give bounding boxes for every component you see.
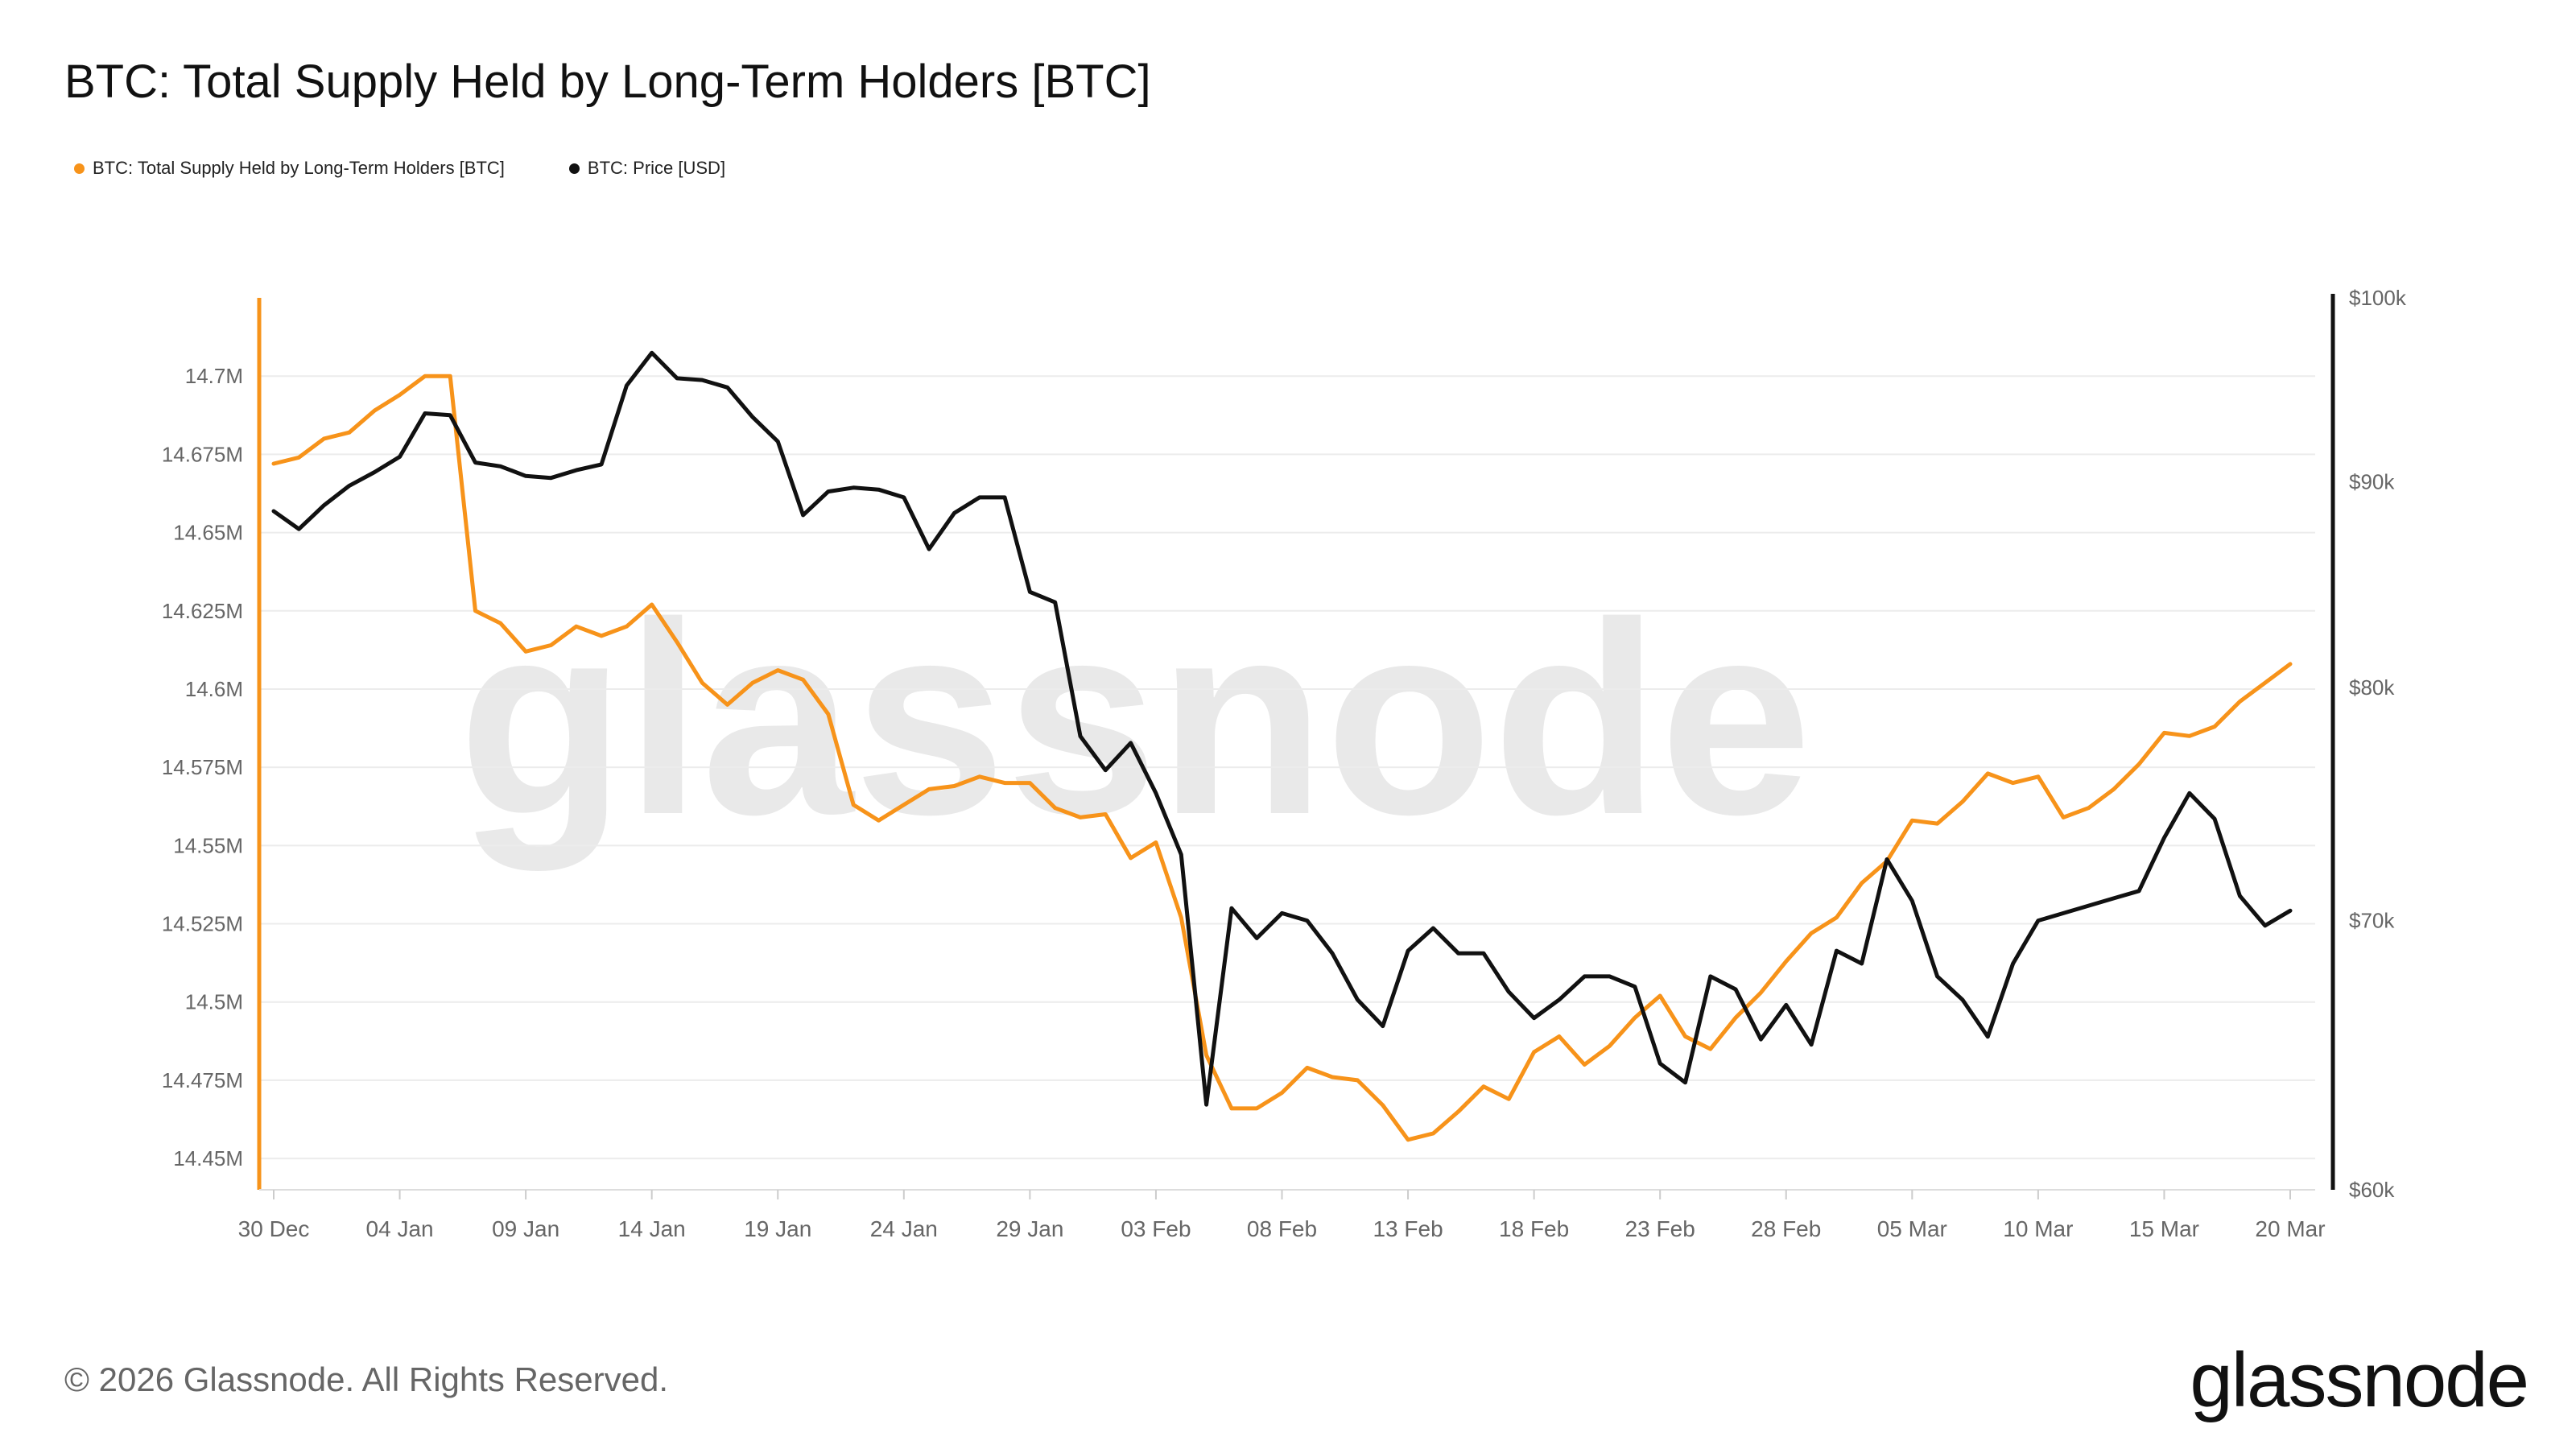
y-left-tick-label: 14.45M bbox=[173, 1146, 243, 1170]
x-tick-label: 19 Jan bbox=[744, 1216, 811, 1241]
copyright-footer: © 2026 Glassnode. All Rights Reserved. bbox=[64, 1360, 669, 1398]
x-tick-label: 04 Jan bbox=[366, 1216, 434, 1241]
axes bbox=[257, 294, 2335, 1199]
legend: BTC: Total Supply Held by Long-Term Hold… bbox=[74, 158, 790, 179]
y-left-tick-label: 14.65M bbox=[173, 521, 243, 545]
gridlines bbox=[259, 375, 2315, 1160]
y-right-tick-label: $70k bbox=[2349, 909, 2395, 933]
x-tick-label: 09 Jan bbox=[492, 1216, 559, 1241]
chart-title: BTC: Total Supply Held by Long-Term Hold… bbox=[64, 56, 1151, 108]
y-left-tick-label: 14.6M bbox=[185, 677, 243, 701]
y-right-tick-label: $100k bbox=[2349, 286, 2407, 310]
y-left-tick-label: 14.475M bbox=[162, 1068, 243, 1092]
series-line-lth-supply bbox=[271, 374, 2293, 1142]
x-tick-label: 08 Feb bbox=[1247, 1216, 1317, 1241]
x-tick-label: 14 Jan bbox=[618, 1216, 686, 1241]
glassnode-logo[interactable]: glassnode bbox=[2190, 1337, 2529, 1423]
x-tick-label: 10 Mar bbox=[2003, 1216, 2073, 1241]
x-tick-label: 15 Mar bbox=[2129, 1216, 2199, 1241]
y-left-tick-label: 14.675M bbox=[162, 442, 243, 466]
x-tick-label: 24 Jan bbox=[870, 1216, 938, 1241]
legend-item-price[interactable]: BTC: Price [USD] bbox=[568, 158, 726, 179]
x-tick-label: 30 Dec bbox=[238, 1216, 310, 1241]
y-right-tick-label: $80k bbox=[2349, 675, 2395, 700]
legend-dot-price bbox=[568, 163, 580, 174]
legend-dot-supply bbox=[74, 163, 85, 174]
y-left-tick-label: 14.625M bbox=[162, 599, 243, 623]
legend-label-supply: BTC: Total Supply Held by Long-Term Hold… bbox=[93, 158, 505, 178]
series-line-btc-price bbox=[271, 350, 2293, 1107]
x-tick-label: 23 Feb bbox=[1625, 1216, 1695, 1241]
y-right-tick-label: $90k bbox=[2349, 470, 2395, 494]
legend-item-supply[interactable]: BTC: Total Supply Held by Long-Term Hold… bbox=[74, 158, 505, 179]
y-right-tick-label: $60k bbox=[2349, 1178, 2395, 1202]
x-tick-label: 13 Feb bbox=[1373, 1216, 1443, 1241]
x-tick-label: 29 Jan bbox=[996, 1216, 1063, 1241]
legend-label-price: BTC: Price [USD] bbox=[587, 158, 726, 178]
y-left-tick-label: 14.5M bbox=[185, 990, 243, 1014]
x-tick-label: 05 Mar bbox=[1877, 1216, 1947, 1241]
x-tick-label: 20 Mar bbox=[2255, 1216, 2325, 1241]
series-group bbox=[271, 350, 2293, 1142]
y-left-tick-label: 14.55M bbox=[173, 833, 243, 857]
y-left-tick-label: 14.7M bbox=[185, 364, 243, 388]
tick-labels: 14.45M 14.475M 14.5M 14.525M 14.55M 14.575M 14… bbox=[162, 286, 2407, 1241]
x-tick-label: 18 Feb bbox=[1499, 1216, 1569, 1241]
y-left-tick-label: 14.525M bbox=[162, 912, 243, 936]
watermark: glassnode bbox=[458, 566, 1812, 873]
x-tick-label: 03 Feb bbox=[1121, 1216, 1191, 1241]
y-left-tick-label: 14.575M bbox=[162, 755, 243, 779]
x-tick-label: 28 Feb bbox=[1751, 1216, 1821, 1241]
